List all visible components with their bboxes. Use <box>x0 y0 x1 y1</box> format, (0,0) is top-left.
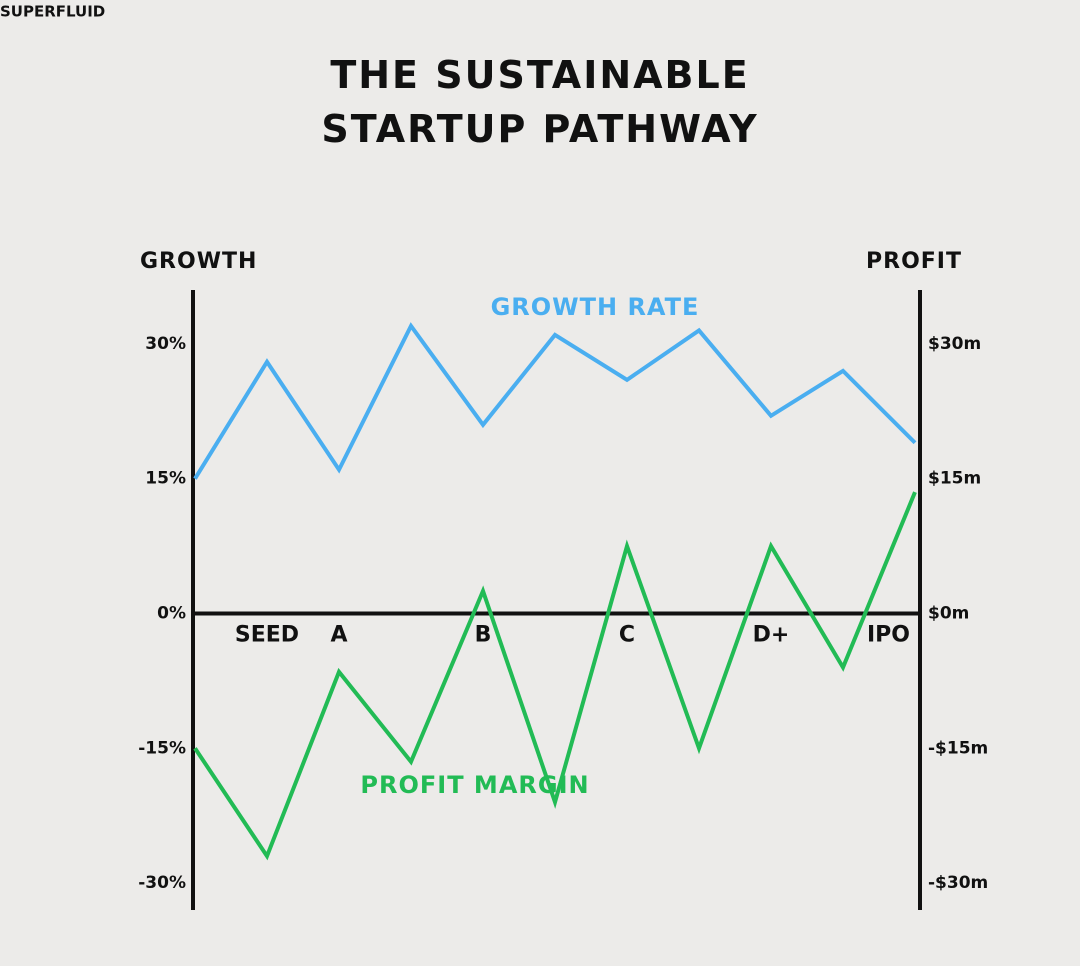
series-line <box>193 322 917 480</box>
y-tick-label: -15% <box>138 738 186 758</box>
x-tick-label: B <box>475 622 492 647</box>
y2-tick-label: -$30m <box>928 873 988 893</box>
y2-tick-label: $30m <box>928 334 981 354</box>
y-tick-label: -30% <box>138 873 186 893</box>
y-tick-label: 15% <box>145 469 186 489</box>
x-tick-label: C <box>619 622 635 647</box>
x-tick-label: IPO <box>867 622 910 647</box>
y2-tick-label: $0m <box>928 603 969 623</box>
series-label: GROWTH RATE <box>491 293 700 321</box>
y2-tick-label: -$15m <box>928 738 988 758</box>
x-tick-label: A <box>330 622 347 647</box>
chart-title: THE SUSTAINABLE STARTUP PATHWAY <box>321 53 759 151</box>
y-axis-label: GROWTH <box>140 249 257 274</box>
y-tick-label: 30% <box>145 334 186 354</box>
y-tick-label: 0% <box>157 603 186 623</box>
y2-tick-label: $15m <box>928 469 981 489</box>
x-tick-label: D+ <box>753 622 790 647</box>
y2-axis-label: PROFIT <box>866 249 962 274</box>
x-tick-label: SEED <box>235 622 299 647</box>
series-line <box>193 491 917 861</box>
series-label: PROFIT MARGIN <box>360 771 589 799</box>
source: SUPERFLUID <box>0 3 105 21</box>
